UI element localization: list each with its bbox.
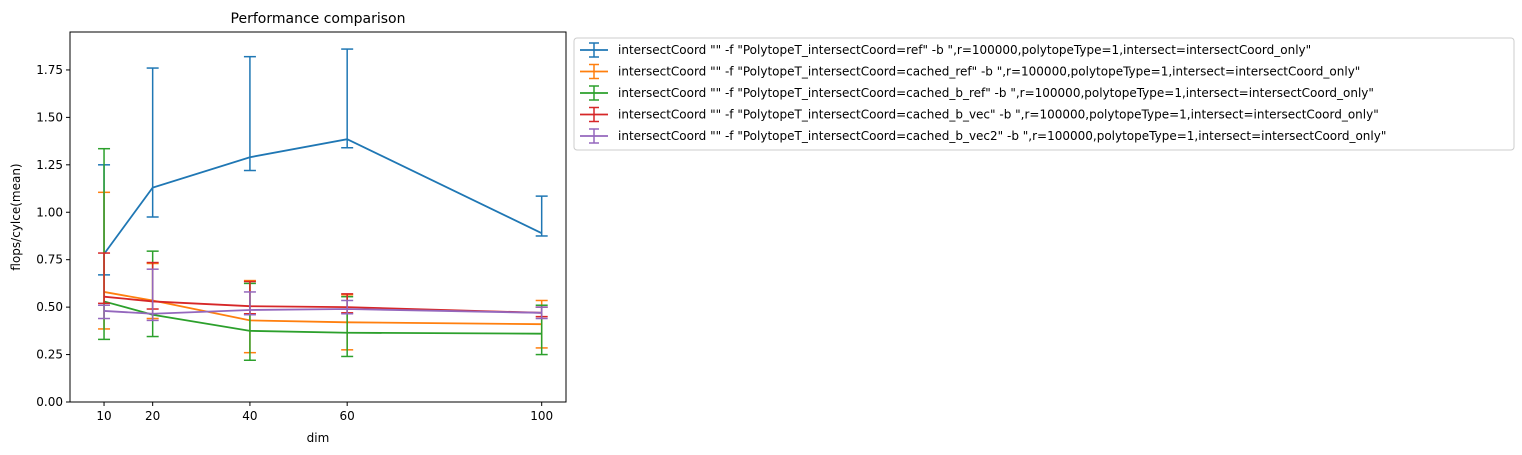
legend-item: intersectCoord "" -f "PolytopeT_intersec… — [580, 85, 1374, 101]
y-axis-title: flops/cylce(mean) — [9, 163, 23, 270]
y-tick-label: 0.75 — [36, 253, 63, 267]
legend-item: intersectCoord "" -f "PolytopeT_intersec… — [580, 63, 1360, 80]
x-tick-label: 10 — [96, 409, 111, 423]
y-tick-label: 0.25 — [36, 348, 63, 362]
series-line — [103, 308, 542, 315]
series-5 — [98, 268, 548, 322]
series-4 — [98, 252, 548, 318]
y-tick-label: 1.25 — [36, 158, 63, 172]
series-3 — [98, 147, 548, 362]
y-tick-label: 1.00 — [36, 205, 63, 219]
y-tick-label: 0.00 — [36, 395, 63, 409]
legend-label: intersectCoord "" -f "PolytopeT_intersec… — [618, 65, 1360, 79]
series-line — [103, 300, 542, 335]
x-axis: 10 20 40 60 100 — [96, 402, 553, 423]
plot-area — [98, 48, 548, 362]
legend-frame — [573, 37, 1515, 151]
legend-label: intersectCoord "" -f "PolytopeT_intersec… — [618, 129, 1386, 143]
series-line — [103, 291, 542, 326]
x-tick-label: 20 — [145, 409, 160, 423]
series-1 — [98, 48, 548, 276]
series-2 — [98, 191, 548, 354]
x-tick-label: 100 — [530, 409, 553, 423]
x-tick-label: 60 — [340, 409, 355, 423]
y-tick-label: 1.75 — [36, 63, 63, 77]
y-tick-label: 0.50 — [36, 300, 63, 314]
legend-item: intersectCoord "" -f "PolytopeT_intersec… — [580, 128, 1386, 144]
legend-item: intersectCoord "" -f "PolytopeT_intersec… — [580, 42, 1311, 58]
y-axis: 0.00 0.25 0.50 0.75 1.00 1.25 1.50 1.75 — [36, 63, 70, 409]
legend-label: intersectCoord "" -f "PolytopeT_intersec… — [618, 86, 1374, 100]
x-axis-title: dim — [307, 431, 330, 445]
legend-item: intersectCoord "" -f "PolytopeT_intersec… — [580, 106, 1379, 123]
legend-label: intersectCoord "" -f "PolytopeT_intersec… — [618, 108, 1379, 122]
legend: intersectCoord "" -f "PolytopeT_intersec… — [573, 37, 1515, 151]
series-line — [103, 138, 543, 255]
legend-label: intersectCoord "" -f "PolytopeT_intersec… — [618, 43, 1311, 57]
plot-frame — [69, 31, 567, 403]
chart-title: Performance comparison — [231, 11, 406, 27]
y-tick-label: 1.50 — [36, 110, 63, 124]
x-tick-label: 40 — [242, 409, 257, 423]
